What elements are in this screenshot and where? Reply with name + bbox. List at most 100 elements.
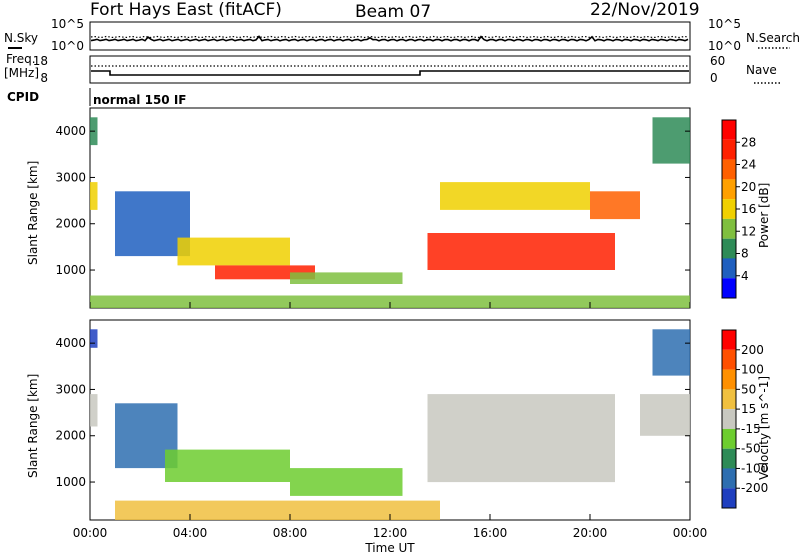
power-region-7	[440, 182, 590, 210]
y-tick-label-2: 3000	[55, 170, 86, 184]
velocity-y-axis-label: Slant Range [km]	[26, 374, 40, 478]
y-tick-label-1: 2000	[55, 429, 86, 443]
y-tick-label-3: 4000	[55, 124, 86, 138]
power-colorbar: 4 8 12 16 20 24 28	[721, 119, 756, 299]
power-colorbar-swatch-8	[722, 278, 736, 298]
velocity-colorbar-label-4: -15	[741, 422, 761, 436]
cpid-label: CPID	[7, 90, 39, 104]
n-sky-trace	[90, 35, 689, 42]
n-sky-label: N.Sky	[4, 31, 38, 45]
noise-panel: N.Sky 10^5 10^0 10^5 10^0 N.Search	[4, 17, 800, 53]
y-tick-label-0: 1000	[55, 475, 86, 489]
x-tick-label-3: 12:00	[373, 526, 408, 540]
velocity-panel: 1000 2000 3000 4000 Slant Range [km]	[26, 319, 691, 521]
power-panel: 1000 2000 3000 4000 Slant Range [km]	[26, 107, 691, 309]
velocity-colorbar-swatch-8	[722, 488, 736, 508]
y-tick-label-0: 1000	[55, 263, 86, 277]
power-region-3	[177, 237, 290, 266]
velocity-colorbar-swatch-1	[722, 349, 736, 370]
n-search-trace	[90, 35, 689, 39]
power-region-9	[652, 117, 690, 164]
velocity-colorbar-label: Velocity [m s^-1]	[757, 376, 771, 480]
velocity-region-5	[427, 394, 615, 483]
power-colorbar-label-3: 16	[741, 202, 756, 216]
velocity-region-4	[290, 468, 403, 496]
freq-tick-bottom: 8	[40, 71, 48, 85]
freq-tick-top: 18	[33, 54, 48, 68]
n-search-label: N.Search	[746, 31, 800, 45]
freq-trace	[91, 70, 689, 76]
x-tick-label-2: 08:00	[273, 526, 308, 540]
velocity-region-3	[165, 449, 290, 482]
power-cells	[90, 117, 690, 308]
noise-left-tick-bottom: 10^0	[51, 39, 84, 53]
nave-label: Nave	[746, 63, 777, 77]
power-colorbar-swatch-4	[722, 199, 736, 219]
x-tick-label-5: 20:00	[573, 526, 608, 540]
y-tick-label-3: 4000	[55, 336, 86, 350]
x-tick-label-0: 00:00	[73, 526, 108, 540]
x-axis-ticks: 00:00 04:00 08:00 12:00 16:00 20:00 00:00	[73, 302, 708, 540]
freq-label: Freq.	[6, 52, 36, 66]
velocity-colorbar-label-3: 15	[741, 402, 756, 416]
velocity-region-8	[115, 500, 440, 520]
velocity-colorbar-label-6: -100	[741, 461, 768, 475]
nave-tick-bottom: 0	[710, 71, 718, 85]
nave-tick-top: 60	[710, 54, 725, 68]
x-tick-label-1: 04:00	[173, 526, 208, 540]
velocity-region-1	[90, 394, 98, 427]
power-colorbar-swatch-0	[722, 120, 736, 140]
velocity-region-7	[652, 329, 690, 376]
noise-right-tick-top: 10^5	[708, 17, 741, 31]
velocity-colorbar-swatch-6	[722, 448, 736, 469]
power-colorbar-label: Power [dB]	[757, 183, 771, 248]
date-label: 22/Nov/2019	[590, 0, 700, 20]
noise-panel-frame	[89, 21, 691, 51]
power-colorbar-label-4: 20	[741, 180, 756, 194]
power-colorbar-swatch-3	[722, 179, 736, 200]
noise-right-tick-bottom: 10^0	[708, 39, 741, 53]
velocity-colorbar-swatch-2	[722, 369, 736, 390]
power-colorbar-swatch-2	[722, 159, 736, 180]
velocity-colorbar: 200 100 50 15 -15 -50 -100 -200	[721, 329, 768, 509]
power-region-8	[590, 191, 640, 220]
beam-label: Beam 07	[355, 2, 431, 22]
velocity-region-6	[640, 394, 690, 436]
figure-title: Fort Hays East (fitACF)	[90, 0, 282, 20]
velocity-colorbar-swatch-3	[722, 389, 736, 410]
y-tick-label-2: 3000	[55, 382, 86, 396]
x-tick-label-4: 16:00	[473, 526, 508, 540]
velocity-region-0	[90, 329, 98, 348]
power-colorbar-label-0: 4	[741, 269, 749, 283]
velocity-colorbar-frame	[721, 329, 737, 509]
power-colorbar-label-5: 24	[741, 158, 756, 172]
cpid-value: normal 150 IF	[93, 93, 187, 107]
velocity-colorbar-label-0: 200	[741, 343, 764, 357]
velocity-colorbar-label-1: 100	[741, 363, 764, 377]
velocity-y-ticks: 1000 2000 3000 4000	[55, 336, 690, 489]
power-colorbar-label-2: 12	[741, 224, 756, 238]
freq-panel-frame	[89, 55, 691, 84]
velocity-colorbar-swatch-7	[722, 468, 736, 489]
power-colorbar-swatch-6	[722, 238, 736, 259]
velocity-cells	[90, 329, 690, 520]
noise-left-tick-top: 10^5	[51, 17, 84, 31]
power-colorbar-label-6: 28	[741, 135, 756, 149]
power-y-axis-label: Slant Range [km]	[26, 161, 40, 265]
power-colorbar-swatch-1	[722, 139, 736, 160]
power-region-10	[90, 295, 690, 308]
velocity-colorbar-label-7: -200	[741, 481, 768, 495]
x-axis-label: Time UT	[364, 541, 415, 554]
x-tick-label-6: 00:00	[673, 526, 708, 540]
power-region-5	[290, 272, 403, 284]
y-tick-label-1: 2000	[55, 217, 86, 231]
power-colorbar-swatch-5	[722, 218, 736, 239]
velocity-colorbar-swatch-4	[722, 409, 736, 429]
power-region-1	[90, 182, 98, 210]
velocity-colorbar-swatch-0	[722, 330, 736, 350]
velocity-colorbar-swatch-5	[722, 428, 736, 449]
velocity-colorbar-label-5: -50	[741, 442, 761, 456]
freq-panel: Freq. [MHz] 18 8 60 0 Nave	[4, 52, 780, 85]
power-colorbar-label-1: 8	[741, 247, 749, 261]
